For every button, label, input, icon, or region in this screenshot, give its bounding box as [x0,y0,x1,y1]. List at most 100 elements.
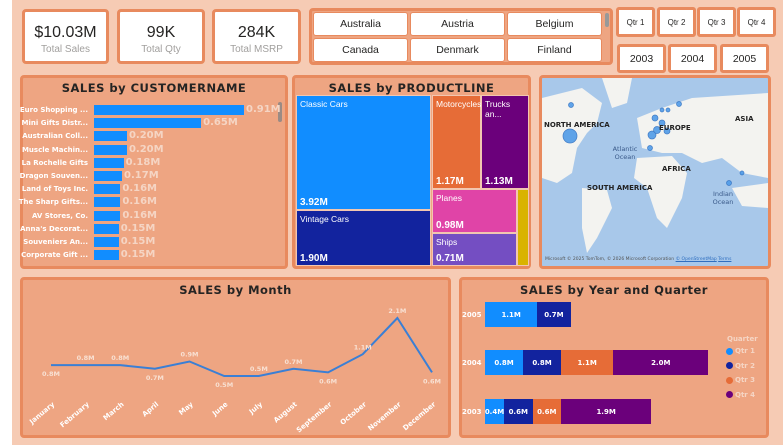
bar-segment[interactable]: 1.1M [485,302,538,327]
bar-segment[interactable]: 1.9M [561,399,652,424]
panel-title: SALES by PRODUCTLINE [328,81,495,95]
bar-segment[interactable]: 0.6M [532,399,561,424]
country-finland[interactable]: Finland [507,38,602,62]
customer-bar[interactable] [94,131,127,142]
slicer-scrollbar[interactable] [605,13,609,27]
country-australia[interactable]: Australia [313,12,408,36]
customer-bar[interactable] [94,223,119,234]
data-label: 0.6M [423,377,441,385]
year-button-2003[interactable]: 2003 [617,44,666,73]
attribution-text: © 2025 TomTom, © 2026 Microsoft Corporat… [566,257,675,262]
map-label: NORTH AMERICA [544,121,610,129]
panel-title: SALES by Year and Quarter [520,283,708,297]
bar-segment[interactable]: 2.0M [613,350,709,375]
country-denmark[interactable]: Denmark [410,38,505,62]
customer-bar[interactable] [94,250,119,261]
tile-name: Trucks an... [485,99,511,119]
customer-bar[interactable] [94,118,202,129]
quarter-button-2[interactable]: Qtr 2 [657,7,696,37]
customer-bar[interactable] [94,184,121,195]
legend-dot-icon [726,376,733,384]
treemap-tile[interactable]: Motorcycles 1.17M [432,95,481,189]
x-tick-label: April [141,400,160,418]
tile-name: Classic Cars [300,99,348,109]
panel-title: SALES by CUSTOMERNAME [61,81,247,95]
sales-map-panel[interactable]: NORTH AMERICA EUROPE ASIA AFRICA SOUTH A… [539,75,771,269]
customer-label: Souveniers An... [23,238,88,246]
world-map[interactable] [542,78,768,266]
customer-bar[interactable] [94,197,121,208]
scrollbar[interactable] [278,102,282,122]
x-tick-label: July [247,400,264,416]
legend-dot-icon [726,347,733,355]
x-tick-label: May [177,400,195,417]
tile-value: 0.71M [436,253,464,264]
customer-bar[interactable] [94,171,123,181]
kpi-value: $10.03M [34,24,97,41]
treemap-tile[interactable]: Trucks an... 1.13M [481,95,529,189]
customer-bar[interactable] [94,237,119,247]
legend-item[interactable]: Qtr 2 [726,362,755,370]
customer-value-label: 0.18M [125,156,161,168]
bar-segment[interactable]: 0.8M [523,350,561,375]
data-label: 0.6M [319,377,337,385]
treemap-tile[interactable]: Vintage Cars 1.90M [296,210,431,266]
treemap-tile[interactable] [517,189,529,266]
quarter-button-3[interactable]: Qtr 3 [697,7,736,37]
map-label: EUROPE [659,124,691,132]
sales-bubbles [562,101,745,186]
legend-label: Qtr 1 [735,347,756,355]
customer-bar[interactable] [94,157,124,168]
osm-link[interactable]: © OpenStreetMap [675,257,717,262]
quarter-button-1[interactable]: Qtr 1 [616,7,655,37]
sales-by-month-panel: SALES by Month [20,277,451,438]
customer-bar[interactable] [94,105,244,115]
customer-value-label: 0.15M [120,236,156,247]
customer-value-label: 0.16M [122,209,157,221]
x-tick-label: August [272,400,299,424]
treemap-tile[interactable]: Planes 0.98M [432,189,517,233]
year-button-2004[interactable]: 2004 [668,44,717,73]
country-austria[interactable]: Austria [410,12,505,36]
terms-link[interactable]: Terms [718,257,732,262]
kpi-value: 284K [237,24,276,41]
panel-title: SALES by Month [179,283,292,297]
kpi-value: 99K [146,24,176,41]
customer-bar[interactable] [94,210,121,221]
customer-label: Dragon Souven... [19,172,88,180]
map-label: AFRICA [662,165,691,173]
legend-item[interactable]: Qtr 3 [726,376,755,384]
sales-line[interactable] [51,316,433,377]
tile-value: 1.90M [300,253,328,264]
country-canada[interactable]: Canada [313,38,408,62]
quarter-button-4[interactable]: Qtr 4 [737,7,776,37]
kpi-total-msrp: 284K Total MSRP [212,9,301,64]
customer-label: AV Stores, Co. [31,211,88,220]
tile-value: 3.92M [300,197,328,208]
legend-dot-icon [726,391,733,398]
kpi-label: Total MSRP [230,44,283,55]
year-button-2005[interactable]: 2005 [720,44,769,73]
bar-segment[interactable]: 0.4M [485,399,504,424]
customer-label: Muscle Machin... [21,145,88,154]
bar-segment[interactable]: 0.8M [485,350,523,375]
map-label: Atlantic Ocean [612,145,638,161]
bar-segment[interactable]: 0.7M [537,302,571,327]
bar-segment[interactable]: 0.6M [504,399,533,424]
legend-item[interactable]: Qtr 4 [726,391,755,399]
tile-value: 1.13M [485,176,513,187]
legend-item[interactable]: Qtr 1 [726,347,755,355]
customer-label: Corporate Gift ... [21,251,88,260]
country-belgium[interactable]: Belgium [507,12,602,36]
map-label: ASIA [735,115,754,123]
treemap-tile[interactable]: Ships 0.71M [432,233,517,266]
customer-bar[interactable] [94,144,127,155]
data-label: 1.1M [354,343,372,351]
data-label: 0.5M [215,381,233,389]
data-label: 0.8M [111,354,129,362]
customer-label: Mini Gifts Distr... [21,119,88,128]
tile-value: 1.17M [436,176,464,187]
treemap-tile[interactable]: Classic Cars 3.92M [296,95,431,210]
bar-segment[interactable]: 1.1M [561,350,614,375]
x-tick-label: June [210,400,229,418]
